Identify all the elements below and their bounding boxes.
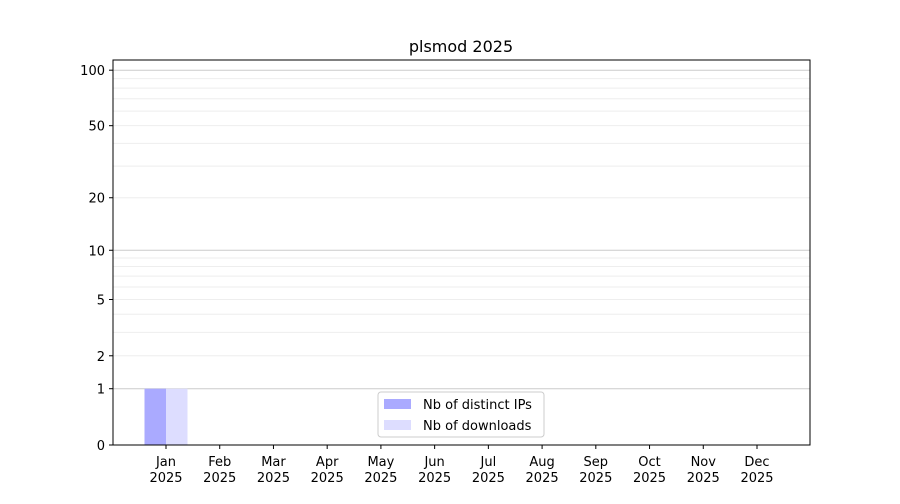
bar-downloads bbox=[166, 388, 188, 445]
y-tick-label: 20 bbox=[88, 192, 105, 207]
y-tick-label: 50 bbox=[88, 120, 105, 135]
x-tick-label: Jan 2025 bbox=[149, 455, 182, 486]
x-tick-label: Sep 2025 bbox=[579, 455, 612, 486]
grid bbox=[113, 69, 810, 390]
y-tick-label: 10 bbox=[88, 244, 105, 259]
legend-swatch-ips bbox=[384, 399, 411, 409]
x-tick-label: Oct 2025 bbox=[633, 455, 666, 486]
x-tick-label: May 2025 bbox=[364, 455, 397, 486]
legend: Nb of distinct IPs Nb of downloads bbox=[377, 391, 545, 438]
legend-swatch-downloads bbox=[384, 420, 411, 430]
x-tick-label: Jul 2025 bbox=[472, 455, 505, 486]
legend-box bbox=[377, 391, 545, 438]
x-tick-label: Jun 2025 bbox=[418, 455, 451, 486]
chart-title: plsmod 2025 bbox=[409, 37, 513, 56]
x-tick-label: Dec 2025 bbox=[740, 455, 773, 486]
legend-label-downloads: Nb of downloads bbox=[423, 419, 532, 434]
y-axis: 0 1 2 5 10 20 50 100 bbox=[80, 64, 113, 454]
x-tick-label: Mar 2025 bbox=[257, 455, 290, 486]
y-tick-label: 5 bbox=[97, 293, 105, 308]
bar-distinct-ips bbox=[144, 388, 166, 445]
x-axis: Jan 2025 Feb 2025 Mar 2025 Apr 2025 May 2025 Jun 20… bbox=[149, 445, 774, 486]
y-tick-label: 100 bbox=[80, 64, 105, 79]
plot-frame bbox=[112, 59, 811, 446]
y-tick-label: 1 bbox=[97, 383, 105, 398]
y-tick-label: 0 bbox=[97, 439, 105, 454]
bars bbox=[144, 388, 188, 445]
x-tick-label: Aug 2025 bbox=[526, 455, 559, 486]
x-tick-label: Apr 2025 bbox=[311, 455, 344, 486]
x-tick-label: Feb 2025 bbox=[203, 455, 236, 486]
legend-label-ips: Nb of distinct IPs bbox=[423, 398, 532, 413]
x-tick-label: Nov 2025 bbox=[687, 455, 720, 486]
y-tick-label: 2 bbox=[97, 350, 105, 365]
